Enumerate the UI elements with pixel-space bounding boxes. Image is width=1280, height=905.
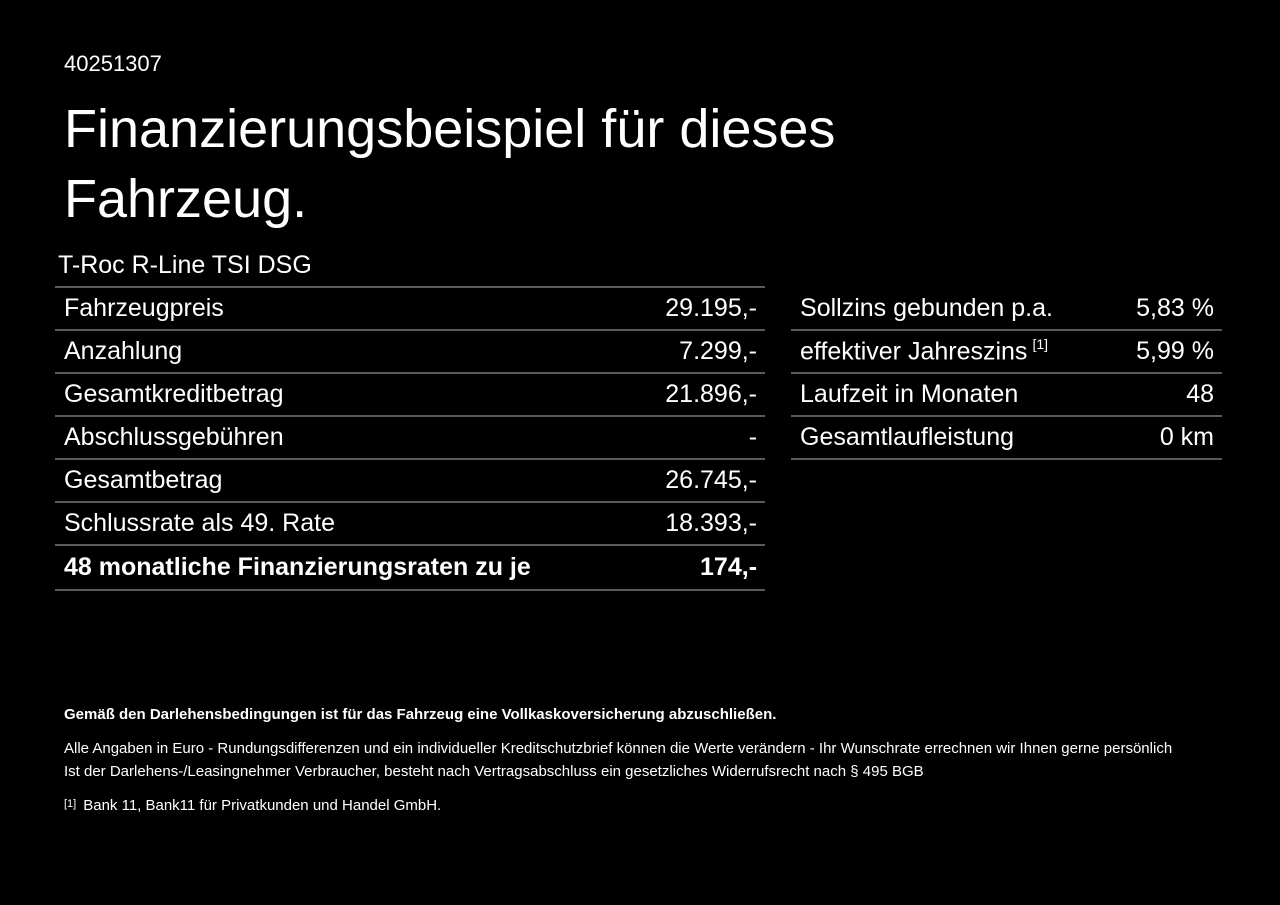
finance-table: T-Roc R-Line TSI DSG Fahrzeugpreis 29.19… [55, 244, 766, 591]
row-abschlussgebuehren-value: - [748, 423, 758, 451]
row-sollzins: Sollzins gebunden p.a. 5,83 % [791, 288, 1222, 331]
row-gesamtlaufleistung-value: 0 km [1159, 423, 1214, 451]
row-effektiver-jahreszins-value: 5,99 % [1136, 337, 1214, 365]
vehicle-model-header: T-Roc R-Line TSI DSG [55, 244, 766, 288]
row-gesamtkreditbetrag-label: Gesamtkreditbetrag [64, 380, 284, 408]
row-fahrzeugpreis: Fahrzeugpreis 29.195,- [55, 288, 766, 331]
row-abschlussgebuehren-label: Abschlussgebühren [64, 423, 284, 451]
conditions-table: Sollzins gebunden p.a. 5,83 % effektiver… [791, 288, 1222, 460]
row-gesamtkreditbetrag: Gesamtkreditbetrag 21.896,- [55, 374, 766, 417]
row-fahrzeugpreis-label: Fahrzeugpreis [64, 294, 224, 322]
document-number: 40251307 [64, 51, 162, 76]
row-anzahlung: Anzahlung 7.299,- [55, 331, 766, 374]
legal-footer: Gemäß den Darlehensbedingungen ist für d… [64, 706, 1222, 814]
row-anzahlung-value: 7.299,- [679, 337, 758, 365]
vehicle-model-label: T-Roc R-Line TSI DSG [58, 250, 312, 279]
row-schlussrate: Schlussrate als 49. Rate 18.393,- [55, 503, 766, 546]
row-laufzeit-value: 48 [1186, 380, 1214, 408]
row-schlussrate-label: Schlussrate als 49. Rate [64, 509, 335, 537]
row-laufzeit: Laufzeit in Monaten 48 [791, 374, 1222, 417]
row-monthly-rate-label: 48 monatliche Finanzierungsraten zu je [64, 553, 531, 581]
page-title: Finanzierungsbeispiel für dieses Fahrzeu… [64, 94, 1222, 234]
row-monthly-rate-value: 174,- [700, 553, 758, 581]
row-sollzins-value: 5,83 % [1136, 294, 1214, 322]
footer-disclaimer-line2: Ist der Darlehens-/Leasingnehmer Verbrau… [64, 763, 924, 780]
tables-area: T-Roc R-Line TSI DSG Fahrzeugpreis 29.19… [55, 244, 1222, 591]
row-schlussrate-value: 18.393,- [665, 509, 758, 537]
row-fahrzeugpreis-value: 29.195,- [665, 294, 758, 322]
row-gesamtlaufleistung: Gesamtlaufleistung 0 km [791, 417, 1222, 460]
row-effektiver-jahreszins: effektiver Jahreszins [1] 5,99 % [791, 331, 1222, 374]
row-gesamtlaufleistung-label: Gesamtlaufleistung [800, 423, 1015, 451]
page-title-line2: Fahrzeug. [64, 169, 308, 229]
row-gesamtkreditbetrag-value: 21.896,- [665, 380, 758, 408]
footnote-marker: [1] [64, 798, 77, 810]
footnote-text: Bank 11, Bank11 für Privatkunden und Han… [83, 797, 442, 814]
row-anzahlung-label: Anzahlung [64, 337, 183, 365]
footer-insurance-note: Gemäß den Darlehensbedingungen ist für d… [64, 706, 777, 723]
row-abschlussgebuehren: Abschlussgebühren - [55, 417, 766, 460]
row-gesamtbetrag-value: 26.745,- [665, 466, 758, 494]
row-gesamtbetrag: Gesamtbetrag 26.745,- [55, 460, 766, 503]
row-gesamtbetrag-label: Gesamtbetrag [64, 466, 223, 494]
footer-disclaimer-line1: Alle Angaben in Euro - Rundungsdifferenz… [64, 740, 1173, 757]
row-effektiver-jahreszins-text: effektiver Jahreszins [800, 337, 1028, 366]
page-content: 40251307 Finanzierungsbeispiel für diese… [55, 0, 1222, 814]
footnote-bank: [1] Bank 11, Bank11 für Privatkunden und … [64, 797, 1222, 814]
page-title-line1: Finanzierungsbeispiel für dieses [64, 99, 836, 159]
row-monthly-rate-highlight: 48 monatliche Finanzierungsraten zu je 1… [55, 546, 766, 591]
row-effektiver-jahreszins-label: effektiver Jahreszins [1] [800, 335, 1049, 366]
row-laufzeit-label: Laufzeit in Monaten [800, 380, 1019, 408]
footnote-reference-1: [1] [1032, 335, 1049, 352]
row-sollzins-label: Sollzins gebunden p.a. [800, 294, 1053, 322]
